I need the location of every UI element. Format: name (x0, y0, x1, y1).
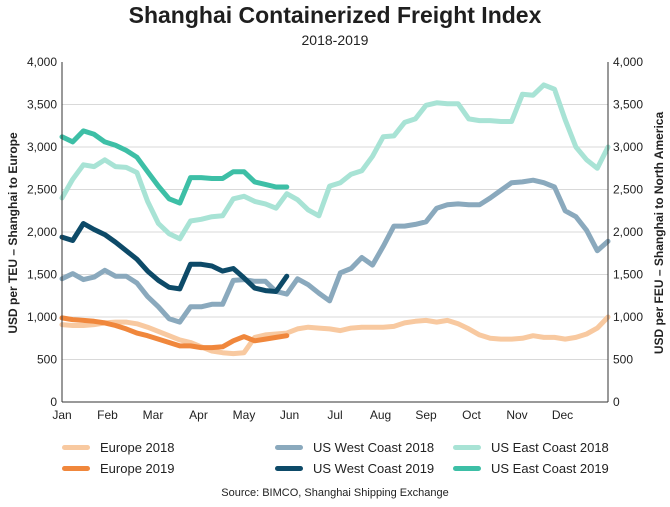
x-tick-label: Oct (462, 408, 481, 422)
series-line-us-east-coast-2018 (59, 82, 611, 242)
x-tick-label: May (233, 408, 256, 422)
y-tick-label-left: 1,000 (27, 310, 57, 324)
y-tick-label-right: 1,500 (613, 268, 643, 282)
legend-swatch (62, 445, 90, 450)
y-tick-label-left: 2,000 (27, 225, 57, 239)
gridlines (62, 104, 608, 360)
y-axis-right-ticks: 0 500 1,000 1,500 2,000 2,500 3,000 3,500 4,000 (613, 55, 643, 409)
series-line-us-west-coast-2019 (59, 221, 290, 294)
series-lines (59, 82, 611, 357)
legend-item-us-west-coast-2018: US West Coast 2018 (275, 440, 434, 455)
legend-item-us-west-coast-2019: US West Coast 2019 (275, 461, 434, 476)
x-tick-label: Aug (370, 408, 391, 422)
y-tick-label-right: 2,500 (613, 183, 643, 197)
legend-swatch (62, 466, 90, 471)
legend-label: US East Coast 2019 (491, 461, 609, 476)
series-line-us-west-coast-2018 (59, 177, 611, 325)
y-tick-label-left: 500 (37, 353, 57, 367)
y-tick-label-left: 3,500 (27, 98, 57, 112)
y-tick-label-right: 500 (613, 353, 633, 367)
y-tick-label-left: 1,500 (27, 268, 57, 282)
series-line-europe-2019 (59, 315, 290, 351)
legend-label: US East Coast 2018 (491, 440, 609, 455)
chart-title: Shanghai Containerized Freight Index (128, 2, 542, 28)
x-tick-label: Jun (280, 408, 299, 422)
y-tick-label-right: 3,000 (613, 140, 643, 154)
x-tick-label: Nov (506, 408, 527, 422)
x-tick-label: Jan (52, 408, 71, 422)
y-axis-left-ticks: 0 500 1,000 1,500 2,000 2,500 3,000 3,500 4,000 (27, 55, 57, 409)
chart-subtitle: 2018-2019 (301, 32, 369, 48)
x-tick-label: Apr (189, 408, 208, 422)
y-tick-label-right: 2,000 (613, 225, 643, 239)
legend-label: Europe 2018 (100, 440, 175, 455)
x-tick-label: Jul (327, 408, 342, 422)
legend-item-us-east-coast-2019: US East Coast 2019 (453, 461, 609, 476)
y-tick-label-right: 4,000 (613, 55, 643, 69)
legend-item-europe-2019: Europe 2019 (62, 461, 174, 476)
legend-swatch (453, 466, 481, 471)
y-tick-label-right: 3,500 (613, 98, 643, 112)
legend-label: US West Coast 2019 (313, 461, 435, 476)
x-tick-label: Feb (97, 408, 118, 422)
legend-label: Europe 2019 (100, 461, 175, 476)
series-line-europe-2018 (59, 314, 611, 357)
x-axis-month-ticks: Jan Feb Mar Apr May Jun Jul Aug Sep Oct Nov Dec (52, 408, 573, 422)
legend-item-us-east-coast-2018: US East Coast 2018 (453, 440, 609, 455)
y-axis-left-label: USD per TEU – Shanghai to Europe (6, 132, 20, 334)
legend-label: US West Coast 2018 (313, 440, 435, 455)
plot-frame (61, 62, 609, 403)
legend-swatch (275, 466, 303, 471)
y-tick-label-left: 2,500 (27, 183, 57, 197)
y-axis-right-label: USD per FEU – Shanghai to North America (652, 112, 666, 355)
x-tick-label: Sep (415, 408, 437, 422)
legend-swatch (453, 445, 481, 450)
y-tick-label-left: 0 (50, 395, 57, 409)
legend-item-europe-2018: Europe 2018 (62, 440, 174, 455)
y-tick-label-right: 1,000 (613, 310, 643, 324)
y-tick-label-left: 4,000 (27, 55, 57, 69)
series-line-us-east-coast-2019 (59, 128, 290, 206)
y-tick-label-left: 3,000 (27, 140, 57, 154)
y-tick-label-right: 0 (613, 395, 620, 409)
legend-swatch (275, 445, 303, 450)
x-tick-label: Dec (552, 408, 573, 422)
chart-source: Source: BIMCO, Shanghai Shipping Exchang… (221, 487, 449, 499)
x-tick-label: Mar (143, 408, 164, 422)
